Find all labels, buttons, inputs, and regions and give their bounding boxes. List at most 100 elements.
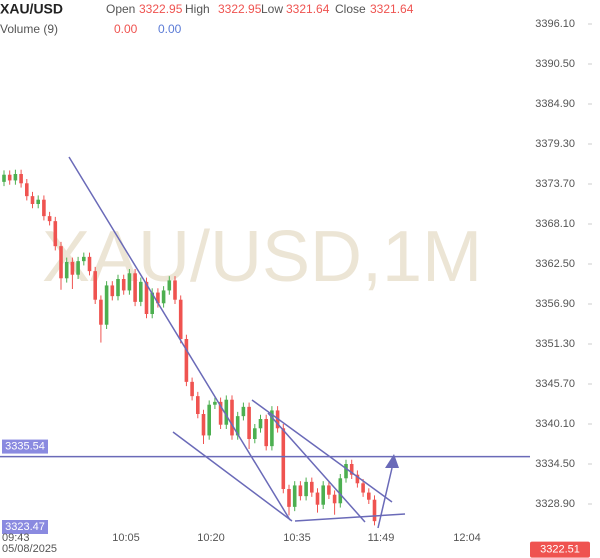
- candle-body: [270, 410, 274, 447]
- price-tag-label: 3323.47: [5, 521, 45, 533]
- candle-body: [338, 478, 343, 504]
- last-price-tag: [530, 541, 590, 558]
- candle-body: [230, 399, 234, 436]
- candle-body: [367, 492, 371, 500]
- candle-body: [304, 481, 308, 497]
- header-label: Close: [335, 2, 366, 16]
- candle-body: [93, 271, 97, 300]
- candle-body: [42, 199, 46, 217]
- candle-body: [190, 381, 194, 397]
- candle-body: [13, 174, 18, 181]
- trend-line: [294, 513, 406, 522]
- candle-body: [298, 485, 303, 497]
- y-tick-label: 3362.50: [535, 258, 575, 270]
- arrow-head: [385, 454, 399, 468]
- header-label: Open: [106, 2, 135, 16]
- y-tick-label: 3345.70: [535, 378, 575, 390]
- candle-body: [213, 401, 217, 405]
- candle-body: [156, 292, 160, 304]
- candle-body: [241, 406, 246, 417]
- trend-line: [267, 412, 366, 523]
- y-tick-label: 3340.10: [535, 418, 575, 430]
- candle-body: [315, 492, 320, 505]
- x-tick-label: 12:04: [453, 532, 481, 544]
- y-tick-label: 3356.90: [535, 298, 575, 310]
- candle-body: [99, 299, 103, 325]
- candle-body: [178, 299, 183, 339]
- candle-body: [264, 419, 268, 447]
- price-tag: [2, 439, 48, 454]
- candle-body: [224, 399, 229, 425]
- candle-body: [82, 256, 86, 262]
- header-label: High: [185, 2, 210, 16]
- candle-body: [133, 273, 137, 302]
- candle-body: [321, 485, 325, 505]
- candle-body: [59, 246, 63, 279]
- y-tick-label: 3396.10: [535, 18, 575, 30]
- y-tick-label: 3379.30: [535, 138, 575, 150]
- candle-body: [207, 404, 211, 436]
- candle-body: [361, 483, 365, 493]
- header-value: 3322.95: [139, 2, 183, 16]
- candle-body: [110, 285, 115, 297]
- y-tick-label: 3384.90: [535, 98, 575, 110]
- candle-body: [253, 428, 257, 439]
- candle-body: [64, 261, 69, 279]
- candle-body: [116, 279, 120, 297]
- candle-body: [53, 221, 58, 247]
- candle-body: [139, 281, 143, 302]
- candle-body: [247, 406, 251, 439]
- header-label: Low: [261, 2, 283, 16]
- candle-body: [327, 485, 331, 495]
- watermark: XAU/USD,1M: [42, 217, 482, 297]
- y-tick-label: 3334.50: [535, 458, 575, 470]
- candle-body: [355, 474, 360, 484]
- candle-body: [36, 199, 40, 204]
- candle-body: [7, 174, 12, 181]
- y-tick-label: 3328.90: [535, 498, 575, 510]
- candle-body: [372, 499, 377, 522]
- price-tag: [2, 520, 48, 534]
- date-label: 05/08/2025: [2, 543, 57, 555]
- candle-body: [70, 261, 75, 275]
- candle-body: [87, 256, 92, 272]
- candle-body: [287, 489, 291, 507]
- candle-body: [218, 401, 223, 425]
- trend-line: [172, 431, 293, 522]
- candle-body: [104, 285, 109, 325]
- candle-body: [310, 481, 314, 493]
- x-tick-label: 11:49: [368, 532, 395, 544]
- candle-body: [76, 261, 80, 275]
- candle-body: [47, 216, 52, 222]
- candle-body: [30, 196, 35, 204]
- candle-body: [150, 292, 154, 314]
- x-tick-label: 10:05: [112, 532, 140, 544]
- candle-body: [235, 416, 240, 436]
- header-value: 3321.64: [370, 2, 414, 16]
- candle-body: [349, 464, 354, 475]
- candle-body: [19, 174, 23, 184]
- candle-body: [344, 464, 348, 479]
- candle-body: [196, 396, 200, 414]
- y-tick-label: 3351.30: [535, 338, 575, 350]
- candle-body: [144, 281, 149, 314]
- y-tick-label: 3390.50: [535, 58, 575, 70]
- plot: [2, 169, 377, 526]
- candle-body: [161, 290, 166, 304]
- y-tick-label: 3373.70: [535, 178, 575, 190]
- candle-body: [167, 280, 172, 291]
- candle-body: [25, 183, 29, 197]
- volume-value: 0.00: [114, 22, 138, 36]
- last-price-label: 3322.51: [540, 544, 580, 556]
- header-value: 3321.64: [286, 2, 330, 16]
- candle-body: [127, 273, 132, 291]
- symbol-title: XAU/USD: [0, 1, 63, 17]
- candle-body: [332, 494, 337, 504]
- candle-body: [292, 485, 297, 507]
- arrow: [377, 467, 393, 529]
- x-tick-label: 10:35: [283, 532, 311, 544]
- candle-body: [281, 428, 286, 489]
- x-tick-label: 10:20: [197, 532, 225, 544]
